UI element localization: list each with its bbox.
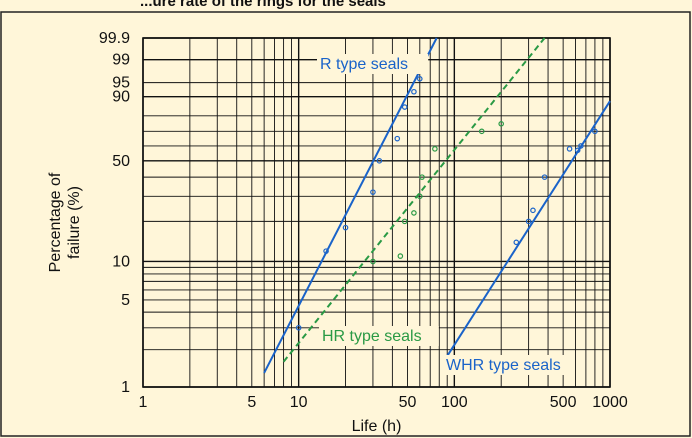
data-point (541, 174, 548, 180)
data-point (578, 143, 584, 149)
y-tick-label: 95 (112, 75, 130, 92)
x-tick-label: 500 (550, 394, 577, 411)
data-point (513, 239, 520, 246)
y-tick-label: 99.9 (99, 30, 130, 47)
series-labels: R type seals HR type seals WHR type seals (317, 54, 572, 375)
series-label: R type seals (320, 56, 408, 73)
data-point (323, 248, 329, 254)
data-point (411, 210, 417, 216)
series-label-bg (443, 355, 572, 375)
data-point (416, 75, 423, 82)
x-tick-label: 10 (290, 394, 308, 411)
series-label-bg (317, 54, 429, 74)
data-point (401, 218, 408, 225)
axis-labels: Life (h) Percentage of failure (%) (47, 172, 401, 435)
series-fit-line (263, 37, 438, 374)
series-label: HR type seals (322, 328, 422, 345)
y-tick-label: 5 (121, 292, 130, 309)
y-tick-label: 50 (112, 153, 130, 170)
outer-frame (0, 11, 691, 437)
data-point (370, 258, 376, 265)
y-tick-label: 1 (121, 379, 130, 396)
x-axis-label: Life (h) (352, 418, 402, 435)
data-point (432, 146, 438, 152)
data-point (394, 135, 401, 142)
data-point (419, 174, 425, 180)
data-point (411, 88, 417, 95)
series-label-bg (319, 326, 439, 346)
data-point (498, 120, 504, 127)
x-tick-label: 100 (441, 394, 468, 411)
data-point (574, 147, 581, 154)
series-fit-line (444, 100, 611, 360)
data-point (295, 324, 302, 331)
chart-title-group: ...ure rate of the rings for the seals (140, 0, 386, 10)
data-point (530, 207, 536, 214)
y-tick-label: 99 (112, 52, 130, 69)
data-point (376, 158, 383, 164)
chart-title-partial: ...ure rate of the rings for the seals (140, 0, 386, 10)
data-point (566, 146, 573, 152)
data-point (478, 128, 485, 135)
data-point (397, 253, 404, 259)
data-point (401, 104, 408, 110)
series-label: WHR type seals (446, 357, 561, 374)
x-tick-label: 1000 (592, 394, 628, 411)
series-1 (282, 37, 546, 363)
plot-border (142, 37, 611, 388)
series-2 (444, 100, 611, 360)
data-point (416, 193, 423, 200)
y-axis-label-line: Percentage of (47, 172, 64, 272)
y-axis-label: Percentage of failure (%) (47, 172, 83, 272)
data-point (592, 128, 598, 135)
y-axis-label-line: failure (%) (66, 186, 83, 259)
series-0 (263, 37, 438, 374)
y-tick-label: 90 (112, 89, 130, 106)
grid (142, 37, 611, 388)
y-tick-label: 10 (112, 253, 130, 270)
series-layer (263, 37, 611, 374)
data-point (370, 189, 376, 195)
data-point (342, 224, 349, 231)
x-tick-label: 1 (139, 394, 148, 411)
x-tick-label: 50 (399, 394, 417, 411)
series-fit-line (282, 37, 546, 363)
data-point (525, 218, 532, 225)
x-tick-label: 5 (247, 394, 256, 411)
